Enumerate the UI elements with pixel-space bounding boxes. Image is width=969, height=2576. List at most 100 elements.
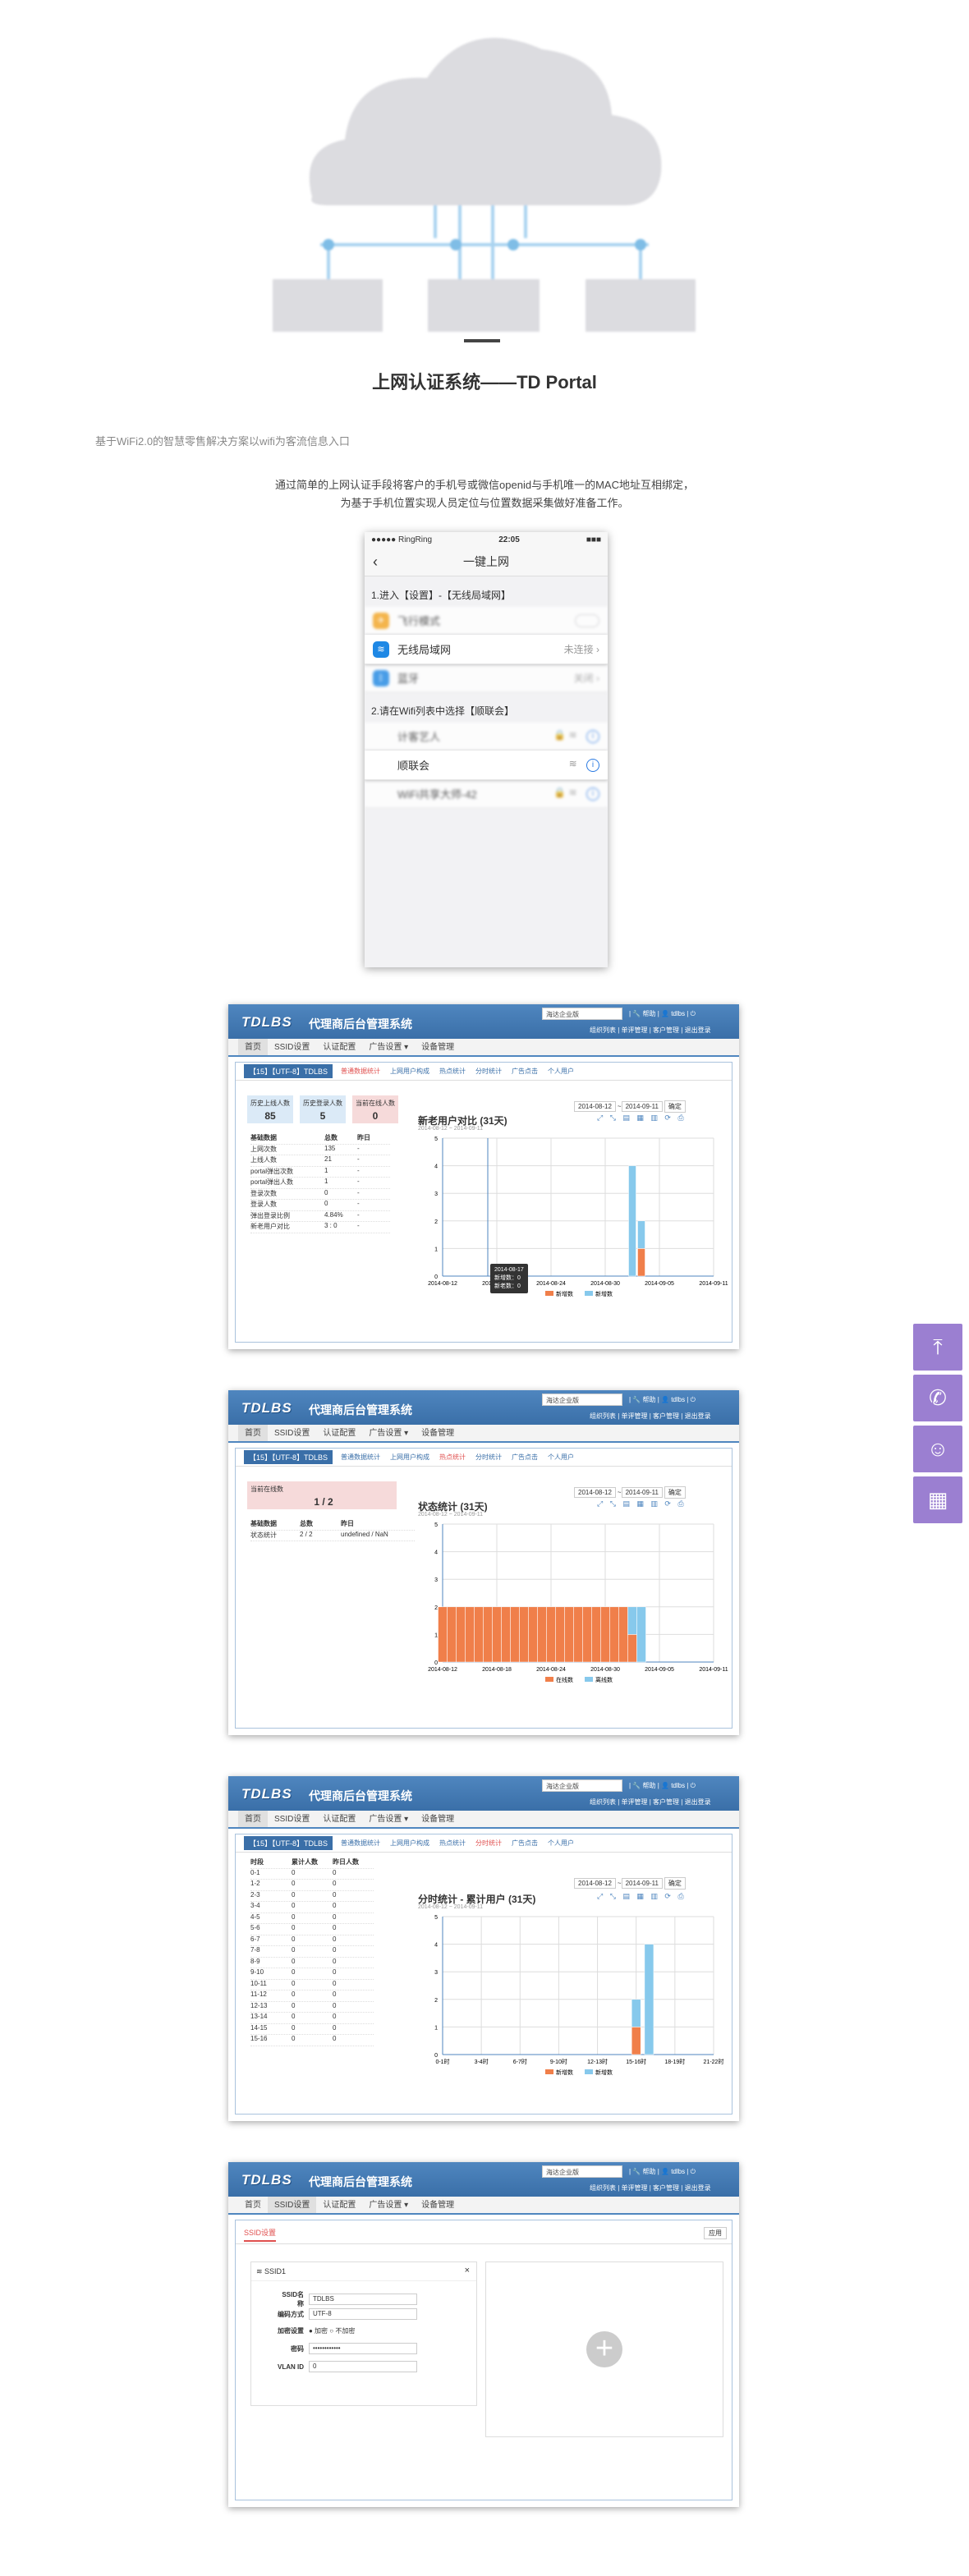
- nav-item[interactable]: SSID设置: [268, 2197, 317, 2213]
- nav-item[interactable]: 首页: [238, 1039, 268, 1055]
- chart-subtitle: 2014-08-12 ~ 2014-09-11: [418, 1512, 484, 1518]
- tab[interactable]: 上网用户构成: [390, 1453, 430, 1461]
- bluetooth-label: 蓝牙: [397, 673, 420, 685]
- tab[interactable]: 广告点击: [512, 1839, 539, 1847]
- nav-item[interactable]: 认证配置: [323, 1429, 356, 1438]
- info-icon[interactable]: ≋ i: [569, 758, 599, 772]
- nav-item[interactable]: 广告设置 ▾: [369, 2201, 409, 2210]
- nav-item[interactable]: 首页: [245, 2201, 261, 2210]
- arrow-up-icon[interactable]: ⤒: [913, 1324, 962, 1371]
- bluetooth-row[interactable]: ᛒ 蓝牙 关闭 ›: [365, 664, 608, 692]
- header-links[interactable]: 组织列表 | 单评管理 | 客户管理 | 退出登录: [590, 1026, 711, 1034]
- header-links[interactable]: 组织列表 | 单评管理 | 客户管理 | 退出登录: [590, 1798, 711, 1806]
- bar: [637, 1248, 645, 1277]
- chart-hourly: 0 1 2 3 4 5 0-1时 3-4时 6-7时 9-10时 12-13时 15-16时 18-19…: [434, 1915, 724, 2076]
- ssid-name-input[interactable]: TDLBS: [309, 2294, 417, 2305]
- tab[interactable]: 分时统计: [475, 1839, 503, 1847]
- chart-toolbar[interactable]: ⤢ ⤡ ▤ ▦ ▥ ⟳ ⎙: [597, 1892, 687, 1900]
- apply-button[interactable]: 应用: [704, 2227, 727, 2239]
- org-select[interactable]: 海达企业版: [542, 1394, 622, 1406]
- nav-item[interactable]: SSID设置: [274, 1043, 310, 1052]
- logo: TDLBS: [241, 1400, 292, 1416]
- nav-item[interactable]: 认证配置: [323, 2201, 356, 2210]
- info-icon[interactable]: 🔒 ≋ i: [553, 729, 599, 743]
- add-ssid-area[interactable]: +: [485, 2261, 723, 2437]
- carrier: ●●●●● RingRing: [371, 535, 433, 544]
- chart-subtitle: 2014-08-12 ~ 2014-09-11: [418, 1126, 484, 1132]
- org-select[interactable]: 海达企业版: [542, 2165, 622, 2178]
- org-select[interactable]: 海达企业版: [542, 1008, 622, 1020]
- nav-item[interactable]: 认证配置: [323, 1815, 356, 1824]
- airplane-row[interactable]: ✈ 飞行模式: [365, 607, 608, 635]
- nav-item[interactable]: 认证配置: [323, 1043, 356, 1052]
- tab[interactable]: 普通数据统计: [341, 1839, 381, 1847]
- nav-item[interactable]: 广告设置 ▾: [369, 1815, 409, 1824]
- chart-toolbar[interactable]: ⤢ ⤡ ▤ ▦ ▥ ⟳ ⎙: [597, 1499, 687, 1508]
- date-range[interactable]: 2014-08-12 ~2014-09-11 确定: [574, 1486, 687, 1499]
- top-links[interactable]: | 🔧 帮助 | 👤 tdlbs | ⏻: [629, 1396, 696, 1403]
- header-links[interactable]: 组织列表 | 单评管理 | 客户管理 | 退出登录: [590, 1412, 711, 1420]
- tab[interactable]: 个人用户: [548, 1839, 575, 1847]
- nav-item[interactable]: SSID设置: [274, 1429, 310, 1438]
- y-tick-label: 3: [434, 1970, 438, 1976]
- y-tick-label: 5: [434, 1136, 438, 1142]
- bar: [591, 1606, 601, 1663]
- tab[interactable]: 上网用户构成: [390, 1068, 430, 1075]
- nav-item[interactable]: 广告设置 ▾: [369, 1429, 409, 1438]
- network-row-blurred-2[interactable]: WiFi共享大师-42 🔒 ≋ i: [365, 780, 608, 808]
- y-tick-label: 2: [434, 1219, 438, 1225]
- encrypt-radio[interactable]: ● 加密 ○ 不加密: [309, 2327, 356, 2335]
- tab[interactable]: 热点统计: [439, 1453, 466, 1461]
- tab[interactable]: 普通数据统计: [341, 1453, 381, 1461]
- qrcode-icon[interactable]: ▦: [913, 1476, 962, 1523]
- nav-item[interactable]: 设备管理: [421, 2201, 455, 2210]
- x-tick-label: 21-22时: [704, 2058, 724, 2065]
- encoding-select[interactable]: UTF-8: [309, 2308, 417, 2320]
- tab[interactable]: 分时统计: [475, 1068, 503, 1075]
- back-icon[interactable]: ‹: [373, 553, 378, 570]
- x-tick-label: 2014-08-18: [482, 1667, 512, 1673]
- tab[interactable]: 分时统计: [475, 1453, 503, 1461]
- date-range[interactable]: 2014-08-12 ~2014-09-11 确定: [574, 1877, 687, 1890]
- toggle-icon[interactable]: [575, 613, 599, 627]
- tab[interactable]: 个人用户: [548, 1068, 575, 1075]
- date-range[interactable]: 2014-08-12 ~2014-09-11 确定: [574, 1100, 687, 1113]
- phone-icon[interactable]: ✆: [913, 1375, 962, 1421]
- add-icon[interactable]: +: [586, 2331, 622, 2367]
- x-tick-label: 9-10时: [550, 2058, 567, 2065]
- tab[interactable]: 上网用户构成: [390, 1839, 430, 1847]
- nav-item[interactable]: 设备管理: [421, 1043, 455, 1052]
- password-input[interactable]: ••••••••••••: [309, 2343, 417, 2354]
- table-row: 2-3 0 0: [250, 1891, 374, 1902]
- tab[interactable]: 广告点击: [512, 1068, 539, 1075]
- tab[interactable]: 个人用户: [548, 1453, 575, 1461]
- info-icon[interactable]: 🔒 ≋ i: [553, 787, 599, 801]
- top-links[interactable]: | 🔧 帮助 | 👤 tdlbs | ⏻: [629, 2168, 696, 2175]
- network-row-selected[interactable]: 顺联会 ≋ i: [365, 751, 608, 780]
- nav-item[interactable]: 广告设置 ▾: [369, 1043, 409, 1052]
- tab[interactable]: 广告点击: [512, 1453, 539, 1461]
- top-links[interactable]: | 🔧 帮助 | 👤 tdlbs | ⏻: [629, 1010, 696, 1017]
- table-row: 0-1 0 0: [250, 1869, 374, 1880]
- nav-item[interactable]: 首页: [238, 1811, 268, 1827]
- nav-item[interactable]: 设备管理: [421, 1429, 455, 1438]
- table-header: 基础数据 总数 昨日: [250, 1133, 390, 1145]
- tab[interactable]: 热点统计: [439, 1839, 466, 1847]
- wifi-row[interactable]: ≋ 无线局域网 未连接 ›: [365, 635, 608, 664]
- top-links[interactable]: | 🔧 帮助 | 👤 tdlbs | ⏻: [629, 1782, 696, 1789]
- close-icon[interactable]: ×: [464, 2266, 470, 2275]
- org-select[interactable]: 海达企业版: [542, 1779, 622, 1792]
- bar: [637, 1220, 645, 1249]
- header-links[interactable]: 组织列表 | 单评管理 | 客户管理 | 退出登录: [590, 2184, 711, 2192]
- tab[interactable]: 热点统计: [439, 1068, 466, 1075]
- qq-icon[interactable]: ☺: [913, 1426, 962, 1472]
- tab[interactable]: 普通数据统计: [341, 1068, 381, 1075]
- network-row-blurred-1[interactable]: 计客艺人 🔒 ≋ i: [365, 723, 608, 751]
- nav-item[interactable]: SSID设置: [274, 1815, 310, 1824]
- vlan-input[interactable]: 0: [309, 2361, 417, 2372]
- chart-toolbar[interactable]: ⤢ ⤡ ▤ ▦ ▥ ⟳ ⎙: [597, 1114, 687, 1122]
- nav-item[interactable]: 设备管理: [421, 1815, 455, 1824]
- clock: 22:05: [498, 535, 520, 544]
- nav-item[interactable]: 首页: [238, 1425, 268, 1441]
- stat-history-online: 历史上线人数 85: [247, 1095, 293, 1123]
